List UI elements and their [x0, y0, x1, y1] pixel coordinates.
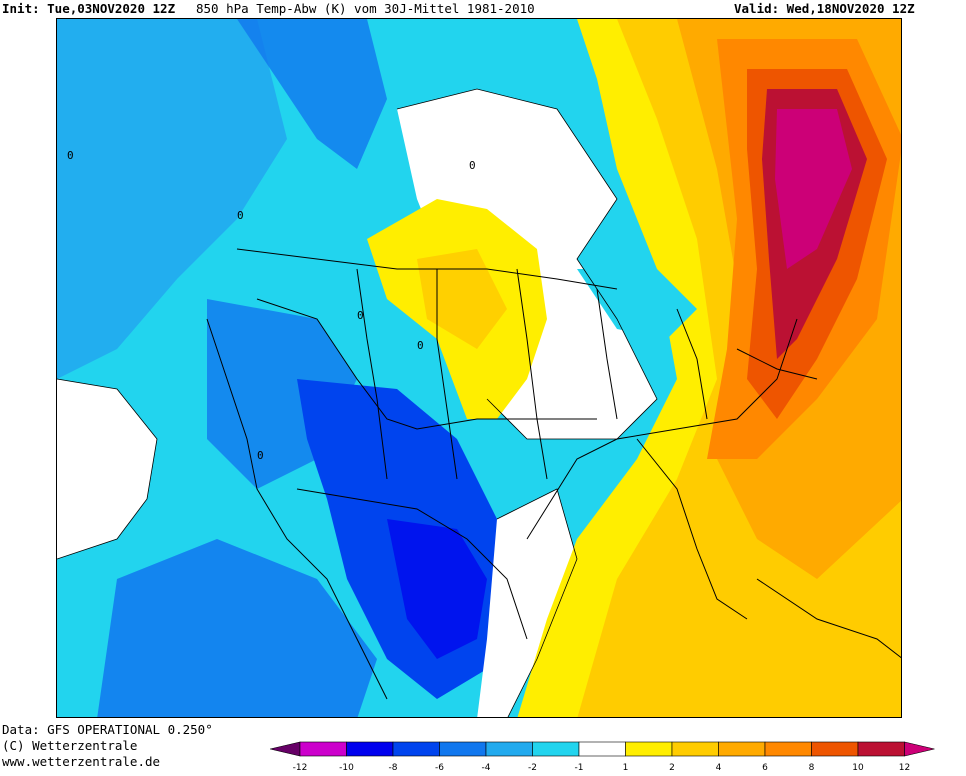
- data-source: Data: GFS OPERATIONAL 0.250°: [2, 722, 213, 737]
- us-mexico-border: [296, 488, 528, 640]
- legend-tick-label: 1: [623, 763, 629, 773]
- zero-contour-central: [396, 88, 658, 440]
- map-svg: 0 0 0 0 0 0: [57, 19, 901, 717]
- legend-tick-label: -8: [389, 763, 398, 773]
- legend-tick-label: -1: [575, 763, 584, 773]
- legend-swatch: [578, 741, 626, 757]
- anomaly-region-pacific: [97, 539, 377, 717]
- legend-tick-label: 12: [899, 763, 910, 773]
- legend-tick-label: 8: [809, 763, 815, 773]
- map-title: 850 hPa Temp-Abw (K) vom 30J-Mittel 1981…: [196, 1, 535, 16]
- legend-tick-label: -6: [435, 763, 444, 773]
- legend-swatch: [439, 741, 487, 757]
- contour-label: 0: [237, 209, 244, 222]
- anomaly-region-neutral-gulf-coast: [477, 489, 577, 717]
- anomaly-region-peak: [775, 109, 852, 269]
- legend-swatch: [299, 741, 347, 757]
- legend-tick-label: -10: [339, 763, 354, 773]
- legend-tick-label: 2: [669, 763, 675, 773]
- state-lines-6: [676, 308, 708, 420]
- caribbean-outline: [756, 578, 901, 659]
- header: Init: Tue,03NOV2020 12Z 850 hPa Temp-Abw…: [0, 0, 966, 18]
- gulf-atlantic-coastline: [526, 318, 798, 540]
- legend-swatch: [671, 741, 719, 757]
- legend-tick-label: 10: [852, 763, 864, 773]
- contour-label: 0: [67, 149, 74, 162]
- contour-labels: 0 0 0 0 0 0: [67, 149, 476, 462]
- anomaly-region-dakotas: [417, 249, 507, 349]
- legend-tick-label: -12: [293, 763, 308, 773]
- anomaly-region-cold-west: [57, 19, 287, 379]
- legend-high-end: [904, 741, 935, 757]
- legend-swatch: [764, 741, 812, 757]
- legend-tick-label: -4: [482, 763, 491, 773]
- anomaly-region-alaska: [237, 19, 387, 169]
- zero-contours: [57, 88, 658, 717]
- state-lines-7: [736, 348, 818, 380]
- canada-us-border: [236, 248, 618, 290]
- legend-swatch: [485, 741, 533, 757]
- anomaly-region-great-lakes: [577, 269, 697, 339]
- state-lines: [256, 298, 597, 430]
- map-borders: [206, 248, 901, 700]
- contour-label: 0: [257, 449, 264, 462]
- legend-swatch: [392, 741, 440, 757]
- legend-tick-label: -2: [528, 763, 537, 773]
- legend-swatch: [346, 741, 394, 757]
- legend-swatch: [857, 741, 905, 757]
- color-legend: -12 -10 -8 -6 -4 -2 -1 1 2 4 6 8 10 12: [270, 741, 935, 773]
- legend-low-end: [270, 741, 301, 757]
- legend-tick-label: 6: [762, 763, 768, 773]
- contour-label: 0: [469, 159, 476, 172]
- contour-label: 0: [417, 339, 424, 352]
- zero-contour-gulf: [496, 488, 578, 717]
- anomaly-region-mexico-core: [387, 519, 487, 659]
- pacific-coastline: [206, 318, 388, 700]
- state-lines-2: [356, 268, 388, 480]
- contour-label: 0: [357, 309, 364, 322]
- state-lines-5: [596, 288, 618, 420]
- legend-swatch: [811, 741, 859, 757]
- valid-time: Valid: Wed,18NOV2020 12Z: [734, 1, 915, 16]
- state-lines-3: [436, 269, 458, 480]
- anomaly-region-neutral-west: [57, 379, 157, 559]
- legend-swatch: [532, 741, 580, 757]
- website: www.wetterzentrale.de: [2, 754, 161, 769]
- footer: Data: GFS OPERATIONAL 0.250° (C) Wetterz…: [2, 722, 213, 770]
- legend-swatch: [718, 741, 766, 757]
- zero-contour-west: [57, 378, 158, 560]
- copyright: (C) Wetterzentrale: [2, 738, 138, 753]
- temperature-anomaly-map: 0 0 0 0 0 0: [56, 18, 902, 718]
- state-lines-4: [516, 268, 548, 480]
- legend-swatch: [625, 741, 673, 757]
- legend-tick-label: 4: [716, 763, 722, 773]
- florida-coastline: [636, 438, 748, 620]
- init-time: Init: Tue,03NOV2020 12Z: [2, 1, 176, 16]
